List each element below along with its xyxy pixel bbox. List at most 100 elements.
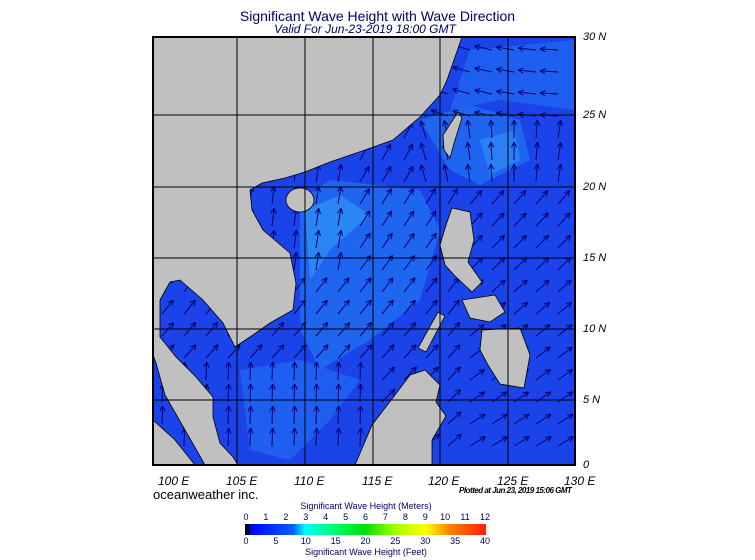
wave-direction-arrow — [381, 232, 393, 249]
colorbar-tick: 4 — [323, 512, 329, 522]
wave-direction-arrow — [535, 413, 552, 425]
wave-direction-arrow — [535, 279, 550, 293]
wave-direction-arrow — [557, 301, 573, 315]
land-sumatra — [153, 419, 196, 465]
plotted-time: Plotted at Jun 23, 2019 15:06 GMT — [459, 486, 572, 495]
wave-direction-arrow — [357, 427, 364, 447]
wave-height-patch — [480, 130, 520, 175]
wave-direction-arrow — [337, 163, 344, 183]
wave-direction-arrow — [447, 299, 460, 315]
colorbar-tick: 30 — [420, 536, 431, 546]
land-palawan — [417, 311, 446, 353]
wave-direction-arrow — [315, 344, 329, 359]
wave-direction-arrow — [425, 210, 437, 227]
wave-direction-arrow — [517, 89, 537, 96]
wave-direction-arrow — [425, 277, 438, 293]
wave-direction-arrow — [225, 405, 232, 425]
wave-direction-arrow — [335, 405, 342, 425]
wave-direction-arrow — [535, 346, 551, 359]
lon-label: 125 E — [497, 474, 529, 488]
map-frame — [152, 36, 576, 466]
wave-direction-arrow — [557, 346, 573, 359]
colorbar-tick: 2 — [283, 512, 289, 522]
wave-direction-arrow — [337, 344, 351, 359]
wave-direction-arrow — [337, 229, 344, 249]
wave-direction-arrow — [335, 383, 342, 403]
wave-direction-arrow — [539, 46, 559, 53]
wave-height-patch — [450, 40, 575, 110]
wave-direction-arrow — [335, 427, 342, 447]
lon-label: 100 E — [158, 474, 190, 488]
colorbar — [245, 524, 486, 535]
wave-direction-arrow — [381, 277, 394, 293]
wave-direction-arrow — [314, 251, 321, 271]
colorbar-tick: 5 — [343, 512, 349, 522]
wave-direction-arrow — [313, 361, 320, 381]
colorbar-tick: 20 — [360, 536, 371, 546]
wave-direction-arrow — [203, 361, 210, 381]
wave-direction-arrow — [513, 190, 527, 205]
wave-direction-arrow — [513, 212, 527, 227]
wave-direction-arrow — [359, 166, 370, 183]
wave-direction-arrow — [247, 427, 254, 447]
wave-direction-arrow — [159, 405, 166, 425]
wave-direction-arrow — [474, 66, 493, 73]
wave-direction-arrow — [313, 405, 320, 425]
wave-direction-arrow — [403, 366, 417, 381]
wave-direction-arrow — [403, 143, 414, 161]
wave-direction-arrow — [469, 368, 486, 381]
wave-direction-arrow — [183, 344, 197, 359]
colorbar-tick: 9 — [422, 512, 428, 522]
wave-direction-arrow — [315, 299, 328, 315]
colorbar-tick: 10 — [440, 512, 451, 522]
wave-direction-arrow — [447, 188, 458, 205]
wave-height-patch — [305, 195, 370, 280]
wave-direction-arrow — [359, 277, 372, 293]
wave-direction-arrow — [425, 344, 439, 359]
wave-direction-arrow — [535, 212, 549, 227]
wave-direction-arrow — [491, 279, 506, 293]
brand-label: oceanweather inc. — [153, 487, 259, 502]
wave-direction-arrow — [511, 119, 518, 139]
wave-direction-arrow — [469, 436, 486, 447]
graticule — [153, 37, 575, 465]
wave-direction-arrow — [269, 427, 276, 447]
wave-direction-arrow — [381, 166, 392, 183]
wave-direction-arrow — [491, 436, 508, 447]
wave-direction-arrow — [535, 301, 551, 315]
wave-height-patch — [240, 360, 360, 460]
wave-direction-arrow — [491, 413, 508, 425]
wave-direction-arrow — [314, 229, 321, 249]
wave-direction-arrow — [488, 163, 495, 183]
colorbar-title-feet: Significant Wave Height (Feet) — [305, 547, 427, 557]
wave-direction-arrow — [357, 361, 364, 381]
lon-label: 105 E — [226, 474, 258, 488]
wave-direction-arrow — [474, 44, 493, 51]
colorbar-tick: 0 — [243, 512, 249, 522]
wave-direction-arrow — [557, 279, 572, 293]
wave-direction-arrow — [465, 119, 472, 139]
wave-direction-arrow — [535, 190, 549, 205]
wave-direction-arrow — [513, 301, 529, 315]
land-visayas — [461, 294, 506, 323]
wave-direction-arrow — [491, 190, 505, 205]
wave-direction-arrow — [511, 163, 518, 183]
lat-label: 0 — [583, 459, 590, 471]
wave-direction-arrow — [533, 119, 541, 139]
wave-direction-arrow — [533, 163, 541, 183]
lon-label: 130 E — [564, 474, 596, 488]
wave-direction-arrow — [513, 413, 530, 425]
lat-label: 30 N — [583, 31, 607, 43]
land-taiwan — [442, 111, 463, 159]
wave-direction-arrow — [425, 188, 436, 205]
wave-direction-arrow — [488, 119, 495, 139]
wave-direction-arrow — [517, 45, 537, 52]
wave-direction-arrow — [313, 427, 320, 447]
land-hainan — [285, 187, 315, 213]
wave-direction-arrow — [337, 277, 350, 293]
colorbar-tick: 0 — [243, 536, 249, 546]
lat-label: 15 N — [583, 252, 607, 264]
wave-direction-arrow — [557, 368, 574, 381]
wave-direction-arrow — [315, 277, 328, 293]
wave-direction-arrow — [447, 433, 462, 447]
